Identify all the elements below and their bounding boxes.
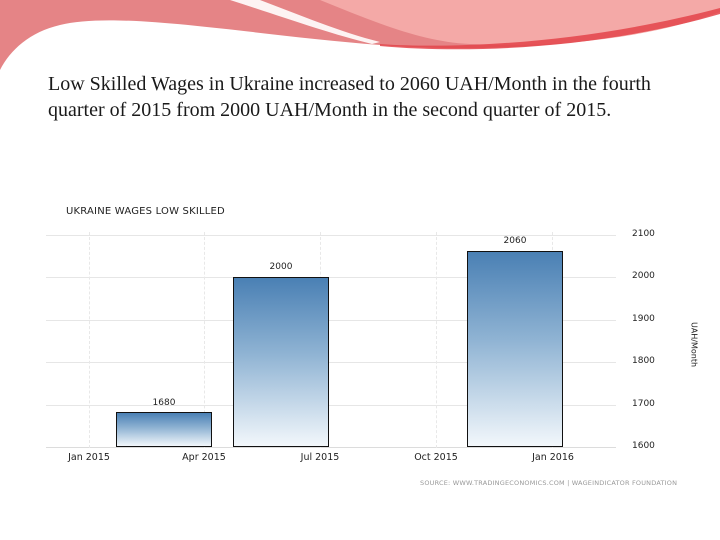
gridline-1600: [46, 447, 616, 448]
headline-text: Low Skilled Wages in Ukraine increased t…: [48, 73, 651, 121]
vgridline: [89, 232, 90, 448]
y-tick-label: 1600: [632, 441, 655, 451]
gridline-1700: [46, 405, 616, 406]
decorative-wave-header: [0, 0, 720, 70]
x-tick-label: Apr 2015: [182, 452, 226, 463]
x-tick-label: Jan 2016: [532, 452, 574, 463]
y-tick-label: 1800: [632, 356, 655, 366]
bar-value-label: 1680: [152, 398, 176, 408]
y-tick-label: 1700: [632, 399, 655, 409]
bar-q4-2015: [467, 251, 563, 447]
y-tick-label: 1900: [632, 314, 655, 324]
chart-title: UKRAINE WAGES LOW SKILLED: [66, 206, 225, 217]
bar-value-label: 2000: [269, 262, 293, 272]
y-tick-label: 2000: [632, 271, 655, 281]
x-tick-label: Jan 2015: [68, 452, 110, 463]
bar-q2-2015: [233, 277, 329, 447]
x-tick-label: Jul 2015: [300, 452, 340, 463]
y-axis-label: UAH/Month: [689, 321, 699, 368]
gridline-2000: [46, 277, 616, 278]
x-tick-label: Oct 2015: [414, 452, 458, 463]
vgridline: [436, 232, 437, 448]
y-tick-label: 2100: [632, 229, 655, 239]
vgridline: [204, 232, 205, 448]
gridline-1800: [46, 362, 616, 363]
bar-q1-2015: [116, 412, 212, 447]
source-attribution: SOURCE: WWW.TRADINGECONOMICS.COM | WAGEI…: [420, 479, 678, 487]
gridline-1900: [46, 320, 616, 321]
bar-value-label: 2060: [503, 236, 527, 246]
gridline-2100: [46, 235, 616, 236]
